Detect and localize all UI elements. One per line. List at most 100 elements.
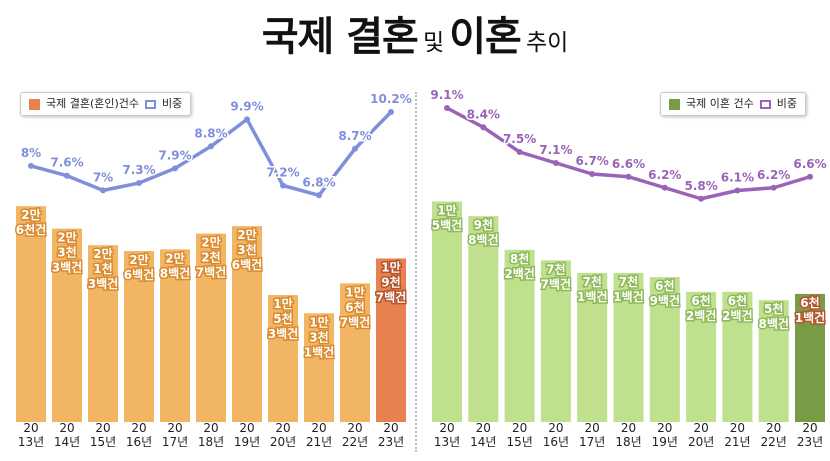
- marriage-share-point: [316, 192, 322, 199]
- divorce-share-label: 6.7%: [576, 154, 609, 168]
- divorce-share-label: 7.5%: [503, 132, 536, 146]
- divorce-category-label: 18년: [615, 435, 641, 449]
- divorce-share-point: [807, 173, 813, 180]
- divorce-share-point: [698, 195, 705, 202]
- marriage-legend-line-swatch: [145, 99, 157, 109]
- divorce-category-label: 20년: [688, 435, 714, 449]
- divorce-share-label: 6.2%: [757, 168, 790, 182]
- marriage-category-label: 20: [203, 421, 218, 435]
- divorce-bar-label: 2백건: [722, 308, 752, 323]
- divorce-category-label: 23년: [797, 435, 823, 449]
- marriage-share-line: [30, 110, 393, 198]
- divorce-share-label: 6.6%: [612, 157, 645, 171]
- marriage-bar-label: 2만: [237, 227, 256, 242]
- divorce-bar-label: 9백건: [650, 293, 680, 308]
- divorce-bar: [686, 291, 717, 422]
- title-part-trend: 추이: [525, 30, 569, 56]
- marriage-bar-label: 1만: [309, 314, 328, 329]
- marriage-share-label: 10.2%: [370, 92, 412, 106]
- divorce-bar: [613, 272, 644, 422]
- divorce-bar-label: 9천: [474, 217, 493, 232]
- marriage-bar-label: 2만: [21, 207, 40, 222]
- divorce-category-label: 14년: [470, 435, 496, 449]
- divorce-share-point: [770, 184, 777, 191]
- marriage-category-label: 15년: [90, 435, 116, 449]
- marriage-bar-label: 8백건: [160, 265, 190, 280]
- marriage-bar-label: 2만: [165, 250, 184, 265]
- divorce-category-label: 19년: [652, 435, 678, 449]
- marriage-bar-label: 1만: [345, 284, 364, 299]
- marriage-bar: [268, 295, 298, 422]
- divorce-category-label: 20: [730, 421, 745, 435]
- marriage-legend-bar-swatch: [29, 98, 40, 110]
- divorce-bar-label: 6천: [691, 293, 710, 308]
- divorce-category-label: 20: [802, 421, 817, 435]
- marriage-share-label: 8%: [21, 146, 41, 160]
- marriage-bar-label: 1백건: [304, 344, 334, 359]
- marriage-category-label: 20년: [270, 435, 296, 449]
- title-part-divorce: 이혼: [449, 14, 522, 60]
- marriage-bar-label: 9천: [381, 274, 400, 289]
- marriage-bar-label: 1천: [93, 261, 112, 276]
- divorce-share-label: 6.6%: [793, 157, 826, 171]
- marriage-share-label: 7.9%: [158, 148, 191, 162]
- marriage-bar-label: 6백건: [124, 267, 154, 282]
- marriage-category-label: 21년: [306, 435, 332, 449]
- marriage-category-label: 20: [275, 421, 290, 435]
- marriage-share-point: [64, 172, 70, 179]
- marriage-category-label: 20: [347, 421, 362, 435]
- marriage-legend: 국제 결혼(혼인)건수 비중: [20, 92, 192, 116]
- divorce-bar: [758, 300, 789, 422]
- marriage-legend-bar-label: 국제 결혼(혼인)건수: [46, 97, 140, 110]
- marriage-share-point: [244, 116, 250, 123]
- marriage-bar-label: 6천: [345, 299, 364, 314]
- marriage-share-label: 7.6%: [50, 156, 83, 170]
- divorce-category-label: 20: [585, 421, 600, 435]
- marriage-share-label: 8.8%: [194, 126, 227, 140]
- divorce-share-label: 7.1%: [539, 143, 572, 157]
- marriage-share-point: [100, 187, 106, 194]
- divorce-bar-label: 6천: [800, 295, 819, 310]
- divorce-bar-label: 8백건: [758, 316, 788, 331]
- divorce-category-label: 20: [512, 421, 527, 435]
- marriage-bar: [52, 228, 82, 422]
- divorce-category-label: 16년: [543, 435, 569, 449]
- marriage-category-label: 20: [131, 421, 146, 435]
- divorce-bar-label: 1만: [437, 203, 456, 218]
- divorce-bar: [468, 216, 499, 422]
- marriage-bar-label: 3백건: [268, 326, 298, 341]
- marriage-share-point: [172, 165, 178, 172]
- chart-divider: [415, 92, 417, 452]
- divorce-share-point: [444, 105, 450, 111]
- divorce-category-label: 22년: [761, 435, 787, 449]
- divorce-bar: [722, 291, 753, 422]
- marriage-legend-line-label: 비중: [162, 97, 183, 110]
- marriage-share-label: 7.3%: [122, 163, 155, 177]
- divorce-legend-line-label: 비중: [776, 97, 797, 110]
- marriage-bar: [124, 251, 154, 422]
- divorce-legend: 국제 이혼 건수 비중: [660, 92, 806, 116]
- divorce-bar: [540, 260, 571, 422]
- marriage-share-point: [280, 182, 286, 189]
- divorce-category-label: 17년: [579, 435, 605, 449]
- marriage-share-point: [208, 143, 214, 150]
- marriage-bar: [16, 206, 46, 422]
- marriage-share-label: 7%: [93, 170, 113, 184]
- divorce-share-line: [446, 106, 811, 201]
- divorce-legend-line-swatch: [759, 99, 771, 109]
- marriage-bar-label: 1만: [381, 259, 400, 274]
- divorce-legend-bar-label: 국제 이혼 건수: [686, 97, 754, 110]
- marriage-category-label: 13년: [18, 435, 44, 449]
- divorce-share-point: [625, 173, 632, 180]
- marriage-bar: [160, 249, 190, 422]
- divorce-share-label: 8.4%: [467, 107, 500, 121]
- divorce-category-label: 20: [548, 421, 563, 435]
- marriage-bar-label: 2만: [129, 252, 148, 267]
- marriage-category-label: 20: [311, 421, 326, 435]
- title-part-and: 및: [422, 30, 445, 56]
- divorce-share-point: [661, 184, 668, 191]
- marriage-category-label: 20: [167, 421, 182, 435]
- marriage-bar-label: 3천: [237, 242, 256, 257]
- divorce-bar-label: 7천: [583, 274, 602, 289]
- divorce-legend-bar-swatch: [669, 98, 680, 110]
